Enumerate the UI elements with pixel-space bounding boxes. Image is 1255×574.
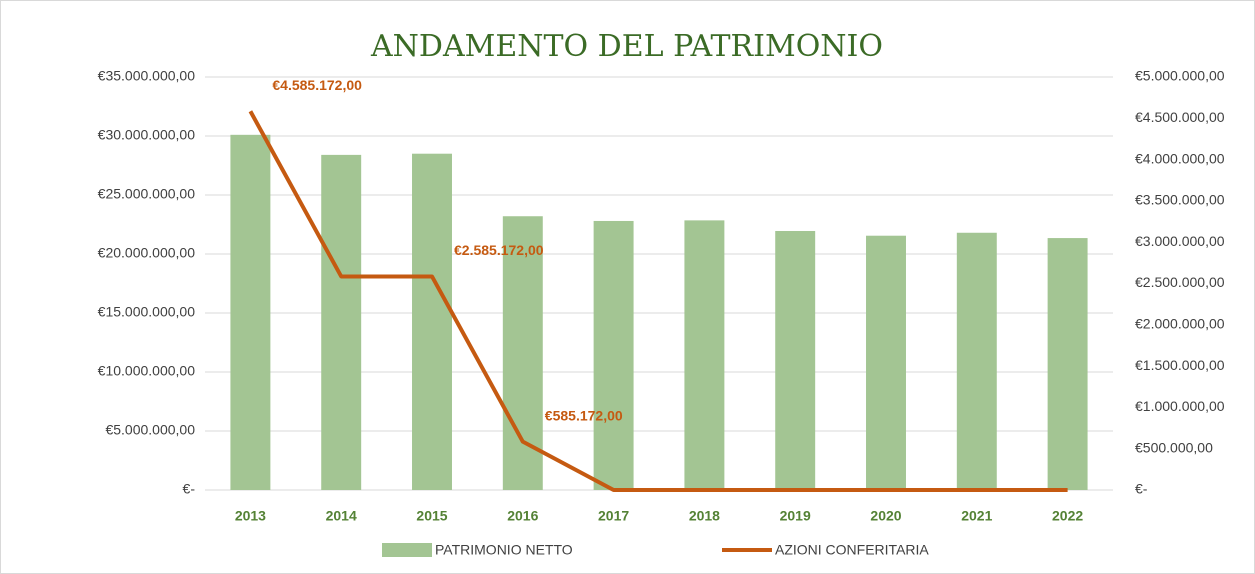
data-label: €2.585.172,00 [454,242,544,258]
line [248,110,1068,492]
y2-tick-label: €500.000,00 [1135,439,1213,455]
y-tick-label: €20.000.000,00 [98,245,196,261]
y2-tick-label: €3.500.000,00 [1135,192,1225,208]
data-label: €585.172,00 [545,407,623,423]
x-tick-label: 2014 [326,508,357,524]
y2-tick-label: €4.000.000,00 [1135,150,1225,166]
y-tick-label: €10.000.000,00 [98,363,196,379]
y2-tick-label: €2.000.000,00 [1135,316,1225,332]
chart-title: ANDAMENTO DEL PATRIMONIO [370,29,883,64]
y-tick-label: €25.000.000,00 [98,186,196,202]
x-tick-label: 2018 [689,508,720,524]
x-tick-label: 2019 [780,508,811,524]
y2-tick-label: €4.500.000,00 [1135,109,1225,125]
y2-tick-label: €3.000.000,00 [1135,233,1225,249]
legend-label: AZIONI CONFERITARIA [775,542,929,558]
bar [956,232,997,490]
x-tick-label: 2013 [235,508,266,524]
y-tick-label: €15.000.000,00 [98,304,196,320]
bar [230,134,271,490]
y-tick-label: €- [183,481,196,497]
bar [593,220,634,490]
x-tick-label: 2017 [598,508,629,524]
x-tick-label: 2016 [507,508,538,524]
data-label: €4.585.172,00 [272,77,362,93]
bar [775,230,816,491]
y2-tick-label: €- [1135,481,1148,497]
y-tick-label: €5.000.000,00 [105,422,195,438]
bar [321,154,362,490]
bar [866,235,906,490]
y2-tick-label: €1.500.000,00 [1135,357,1225,373]
bar [1047,238,1088,490]
legend-label: PATRIMONIO NETTO [435,542,573,558]
y2-tick-label: €2.500.000,00 [1135,274,1225,290]
bar [412,153,452,490]
x-tick-label: 2022 [1052,508,1083,524]
y2-tick-label: €5.000.000,00 [1135,68,1225,84]
x-tick-label: 2021 [961,508,992,524]
y-tick-label: €35.000.000,00 [98,68,196,84]
y2-tick-label: €1.000.000,00 [1135,398,1225,414]
legend-swatch [382,543,432,557]
bar [684,220,725,490]
y-tick-label: €30.000.000,00 [98,127,196,143]
bar [502,216,543,491]
x-tick-label: 2020 [870,508,901,524]
x-tick-label: 2015 [416,508,447,524]
